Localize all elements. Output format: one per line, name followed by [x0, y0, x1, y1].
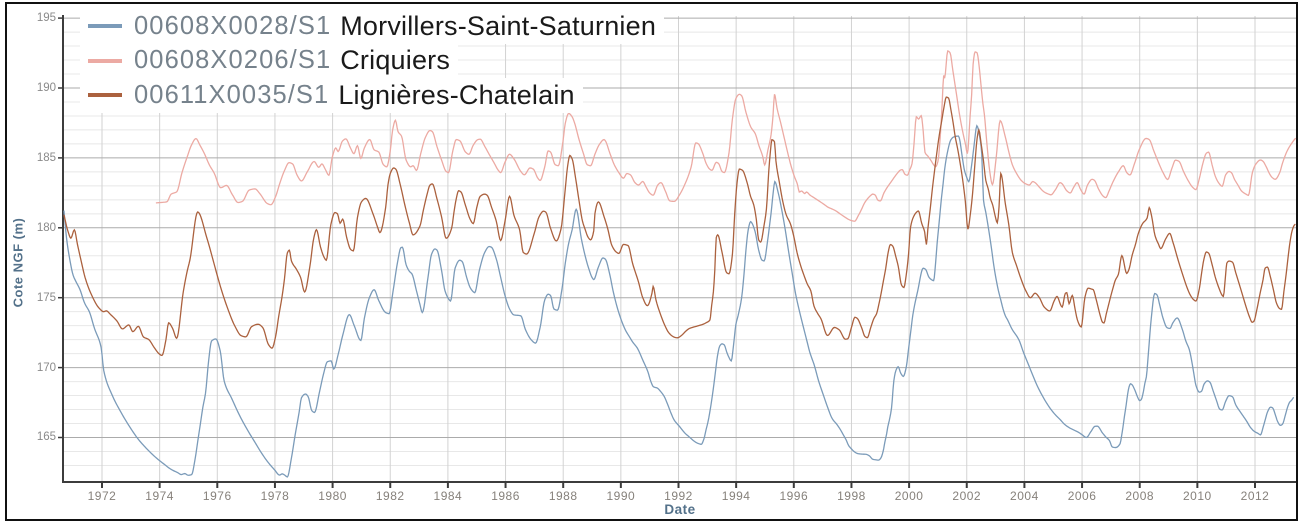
y-axis-title: Cote NGF (m)	[10, 217, 26, 308]
x-tick-label: 2012	[1240, 489, 1270, 503]
y-tick-label: 175	[36, 291, 56, 304]
y-tick-label: 185	[36, 151, 56, 164]
x-axis-title: Date	[664, 502, 696, 517]
x-tick-label: 2006	[1067, 489, 1097, 503]
legend-line-swatch-pink	[88, 58, 122, 63]
series-line-00611X0035-S1	[63, 96, 1296, 357]
legend-station-name: Lignières-Chatelain	[338, 79, 575, 110]
x-tick-label: 1990	[606, 489, 636, 503]
chart-legend: 00608X0028/S1 Morvillers-Saint-Saturnien …	[80, 9, 665, 113]
x-tick-label: 2002	[952, 489, 982, 503]
x-tick-label: 1976	[202, 489, 232, 503]
x-tick-label: 1998	[837, 489, 866, 503]
x-tick-label: 1980	[318, 489, 347, 503]
y-tick-label: 180	[36, 221, 56, 234]
y-tick-label: 165	[36, 431, 56, 444]
x-tick-label: 1996	[779, 489, 809, 503]
x-tick-label: 1972	[87, 489, 117, 503]
x-tick-label: 1974	[145, 489, 174, 503]
x-tick-label: 1986	[491, 489, 520, 503]
x-tick-label: 1992	[664, 489, 693, 503]
x-tick-label: 2000	[894, 489, 924, 503]
x-tick-label: 1982	[375, 489, 405, 503]
x-tick-label: 1978	[260, 489, 290, 503]
series-line-00608X0206-S1	[155, 50, 1297, 222]
y-tick-label: 190	[36, 81, 56, 94]
legend-station-code: 00608X0028/S1	[134, 11, 332, 40]
x-tick-label: 2010	[1182, 489, 1212, 503]
x-tick-label: 2004	[1010, 489, 1039, 503]
legend-station-name: Criquiers	[340, 45, 451, 76]
legend-station-name: Morvillers-Saint-Saturnien	[340, 10, 657, 41]
legend-line-swatch-blue	[88, 24, 122, 29]
series-line-00608X0028-S1	[63, 124, 1295, 478]
x-tick-label: 1984	[433, 489, 463, 503]
legend-line-swatch-brown	[88, 93, 122, 98]
legend-station-code: 00608X0206/S1	[134, 46, 332, 75]
y-tick-label: 170	[36, 361, 56, 374]
legend-station-code: 00611X0035/S1	[134, 80, 330, 109]
legend-item-criquiers: 00608X0206/S1 Criquiers	[80, 43, 459, 78]
x-tick-label: 1994	[721, 489, 751, 503]
x-tick-label: 2008	[1125, 489, 1155, 503]
legend-item-lignieres: 00611X0035/S1 Lignières-Chatelain	[80, 78, 583, 113]
y-tick-label: 195	[36, 12, 56, 25]
x-tick-label: 1988	[548, 489, 578, 503]
image-border	[5, 2, 1298, 521]
legend-item-morvillers: 00608X0028/S1 Morvillers-Saint-Saturnien	[80, 9, 665, 44]
